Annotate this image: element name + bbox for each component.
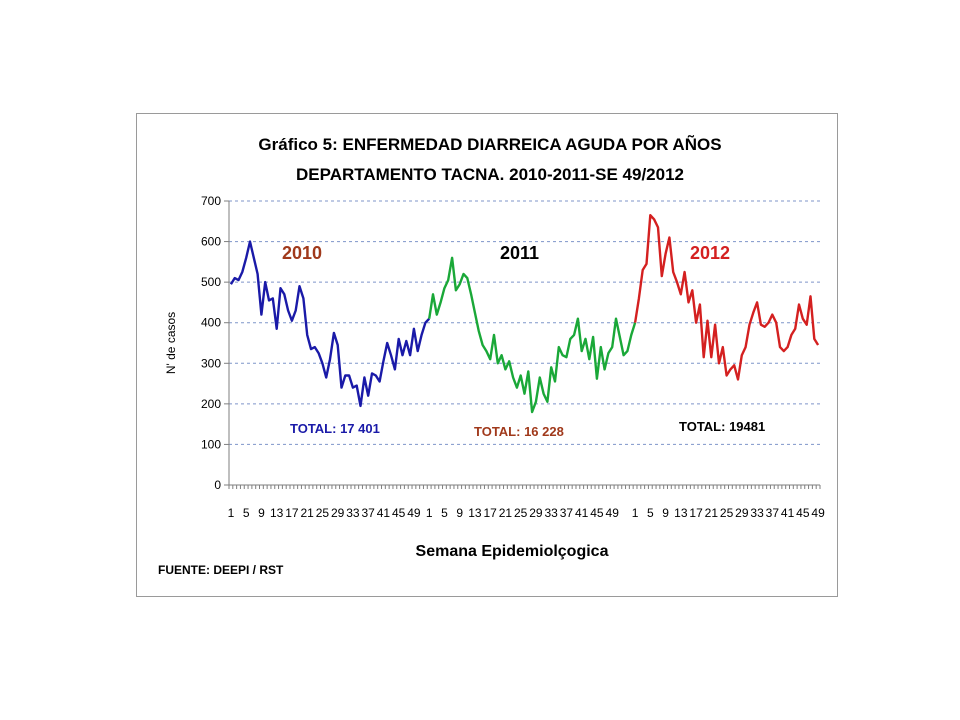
x-tick-label: 45 <box>796 506 810 520</box>
x-tick-label: 45 <box>590 506 604 520</box>
y-tick-label-200: 200 <box>201 397 221 411</box>
y-tick-label-400: 400 <box>201 316 221 330</box>
x-tick-label: 17 <box>285 506 299 520</box>
series-line-2012 <box>633 213 820 381</box>
chart-title-line1: Gráfico 5: ENFERMEDAD DIARREICA AGUDA PO… <box>258 134 721 154</box>
series-line-2010 <box>229 240 431 408</box>
x-tick-label: 21 <box>705 506 719 520</box>
y-tick-label-500: 500 <box>201 275 221 289</box>
y-tick-label-100: 100 <box>201 437 221 451</box>
y-tick-label-700: 700 <box>201 194 221 208</box>
x-tick-label: 33 <box>750 506 764 520</box>
series-line-2011 <box>428 256 637 414</box>
series-total-2010: TOTAL: 17 401 <box>290 421 380 436</box>
x-tick-label: 29 <box>529 506 543 520</box>
x-tick-label: 5 <box>441 506 448 520</box>
x-tick-label: 21 <box>300 506 314 520</box>
x-tick-label: 41 <box>575 506 589 520</box>
x-tick-label: 21 <box>499 506 513 520</box>
x-tick-label: 45 <box>392 506 406 520</box>
x-tick-label: 37 <box>766 506 780 520</box>
x-tick-label: 13 <box>468 506 482 520</box>
series-name-2011: 2011 <box>500 243 539 263</box>
x-axis-title: Semana Epidemiolçogica <box>416 543 609 560</box>
series-name-2012: 2012 <box>690 243 730 263</box>
x-tick-label: 37 <box>560 506 574 520</box>
x-tick-label: 1 <box>426 506 433 520</box>
x-tick-label: 29 <box>331 506 345 520</box>
x-tick-label: 5 <box>647 506 654 520</box>
x-tick-label: 29 <box>735 506 749 520</box>
y-tick-label-600: 600 <box>201 235 221 249</box>
x-tick-label: 25 <box>514 506 528 520</box>
series-labels: 2010 TOTAL: 17 401 2011 TOTAL: 16 228 2012 TO… <box>282 243 765 439</box>
x-tick-label: 1 <box>228 506 235 520</box>
x-tick-label: 49 <box>606 506 620 520</box>
chart-title-line2: DEPARTAMENTO TACNA. 2010-2011-SE 49/2012 <box>296 165 684 184</box>
x-tick-label: 13 <box>270 506 284 520</box>
x-tick-label: 1 <box>632 506 639 520</box>
x-tick-label: 17 <box>689 506 703 520</box>
x-tick-label: 9 <box>662 506 669 520</box>
x-tick-label: 33 <box>346 506 360 520</box>
x-tick-label: 49 <box>811 506 825 520</box>
x-tick-label: 5 <box>243 506 250 520</box>
series-lines <box>229 213 820 414</box>
x-tick-label: 41 <box>377 506 391 520</box>
series-total-2011: TOTAL: 16 228 <box>474 424 564 439</box>
x-tick-label: 37 <box>361 506 375 520</box>
y-tick-label-0: 0 <box>214 478 221 492</box>
source-note: FUENTE: DEEPI / RST <box>158 563 284 577</box>
x-tick-label: 9 <box>456 506 463 520</box>
x-tick-label: 17 <box>484 506 498 520</box>
x-tick-label: 25 <box>316 506 330 520</box>
x-tick-label: 25 <box>720 506 734 520</box>
x-tick-label: 13 <box>674 506 688 520</box>
grid <box>229 200 820 445</box>
x-tick-label: 33 <box>545 506 559 520</box>
x-tick-label: 49 <box>407 506 421 520</box>
x-tick-label: 41 <box>781 506 795 520</box>
y-axis-title: N' de casos <box>164 312 178 374</box>
y-tick-label-300: 300 <box>201 356 221 370</box>
series-name-2010: 2010 <box>282 243 322 263</box>
series-total-2012: TOTAL: 19481 <box>679 419 765 434</box>
x-tick-label: 9 <box>258 506 265 520</box>
